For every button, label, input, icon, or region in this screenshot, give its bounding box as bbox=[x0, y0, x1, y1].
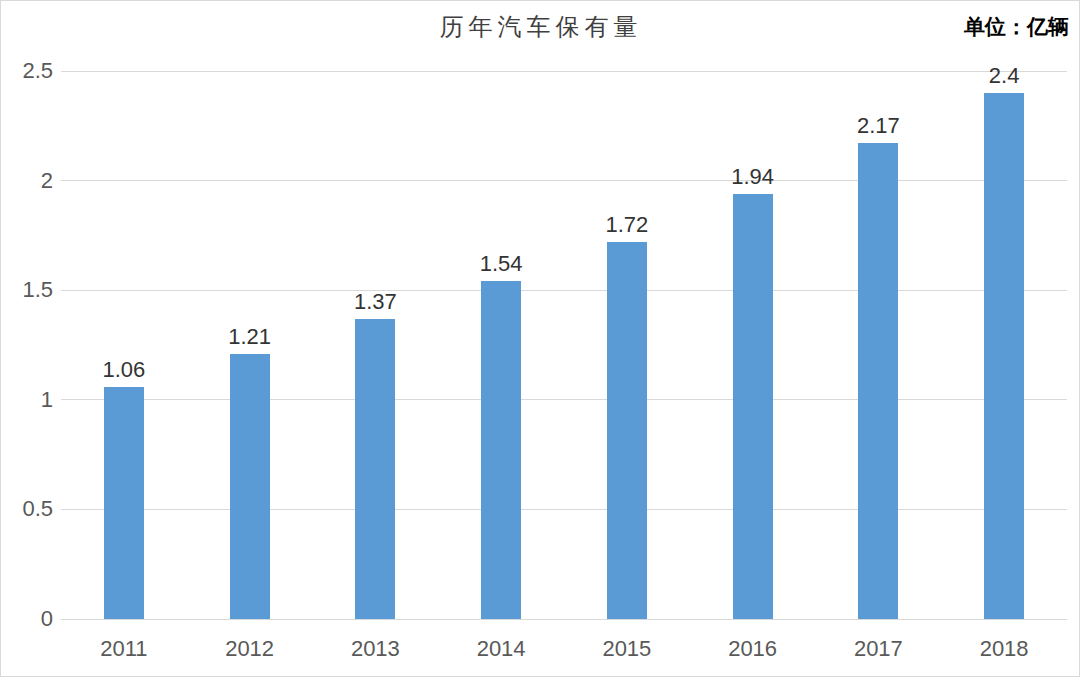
bar-2015 bbox=[607, 242, 647, 619]
bar-2012 bbox=[230, 354, 270, 619]
bar-2018 bbox=[984, 93, 1024, 619]
gridline bbox=[61, 619, 1067, 620]
bar-2013 bbox=[355, 319, 395, 619]
gridline bbox=[61, 399, 1067, 400]
chart-title: 历年汽车保有量 bbox=[1, 9, 1080, 45]
y-tick-label: 2.5 bbox=[1, 58, 53, 84]
bar-value-label: 1.21 bbox=[210, 324, 290, 350]
bar-2017 bbox=[858, 143, 898, 619]
plot-area: 1.061.211.371.541.721.942.172.4 bbox=[61, 71, 1067, 619]
x-tick-label: 2013 bbox=[325, 635, 425, 663]
gridline bbox=[61, 180, 1067, 181]
x-tick-label: 2018 bbox=[954, 635, 1054, 663]
gridline bbox=[61, 509, 1067, 510]
y-tick-label: 0.5 bbox=[1, 496, 53, 522]
bar-value-label: 1.37 bbox=[335, 289, 415, 315]
bar-value-label: 2.17 bbox=[838, 113, 918, 139]
y-tick-label: 0 bbox=[1, 606, 53, 632]
bar-value-label: 1.06 bbox=[84, 357, 164, 383]
gridline bbox=[61, 290, 1067, 291]
x-tick-label: 2014 bbox=[451, 635, 551, 663]
bar-value-label: 1.54 bbox=[461, 251, 541, 277]
bar-value-label: 1.94 bbox=[713, 164, 793, 190]
bar-value-label: 1.72 bbox=[587, 212, 667, 238]
unit-label: 单位：亿辆 bbox=[964, 13, 1069, 41]
y-tick-label: 1.5 bbox=[1, 277, 53, 303]
x-tick-label: 2017 bbox=[828, 635, 928, 663]
x-tick-label: 2011 bbox=[74, 635, 174, 663]
gridline bbox=[61, 71, 1067, 72]
y-tick-label: 1 bbox=[1, 387, 53, 413]
chart-canvas: 历年汽车保有量 单位：亿辆 1.06 1.21 1.37 1.54 1.72 1.94 2.… bbox=[0, 0, 1080, 677]
bar-2014 bbox=[481, 281, 521, 619]
bar-2011 bbox=[104, 387, 144, 619]
x-tick-label: 2016 bbox=[703, 635, 803, 663]
x-tick-label: 2012 bbox=[200, 635, 300, 663]
bar-value-label: 2.4 bbox=[964, 63, 1044, 89]
bar-2016 bbox=[733, 194, 773, 619]
y-tick-label: 2 bbox=[1, 168, 53, 194]
x-tick-label: 2015 bbox=[577, 635, 677, 663]
